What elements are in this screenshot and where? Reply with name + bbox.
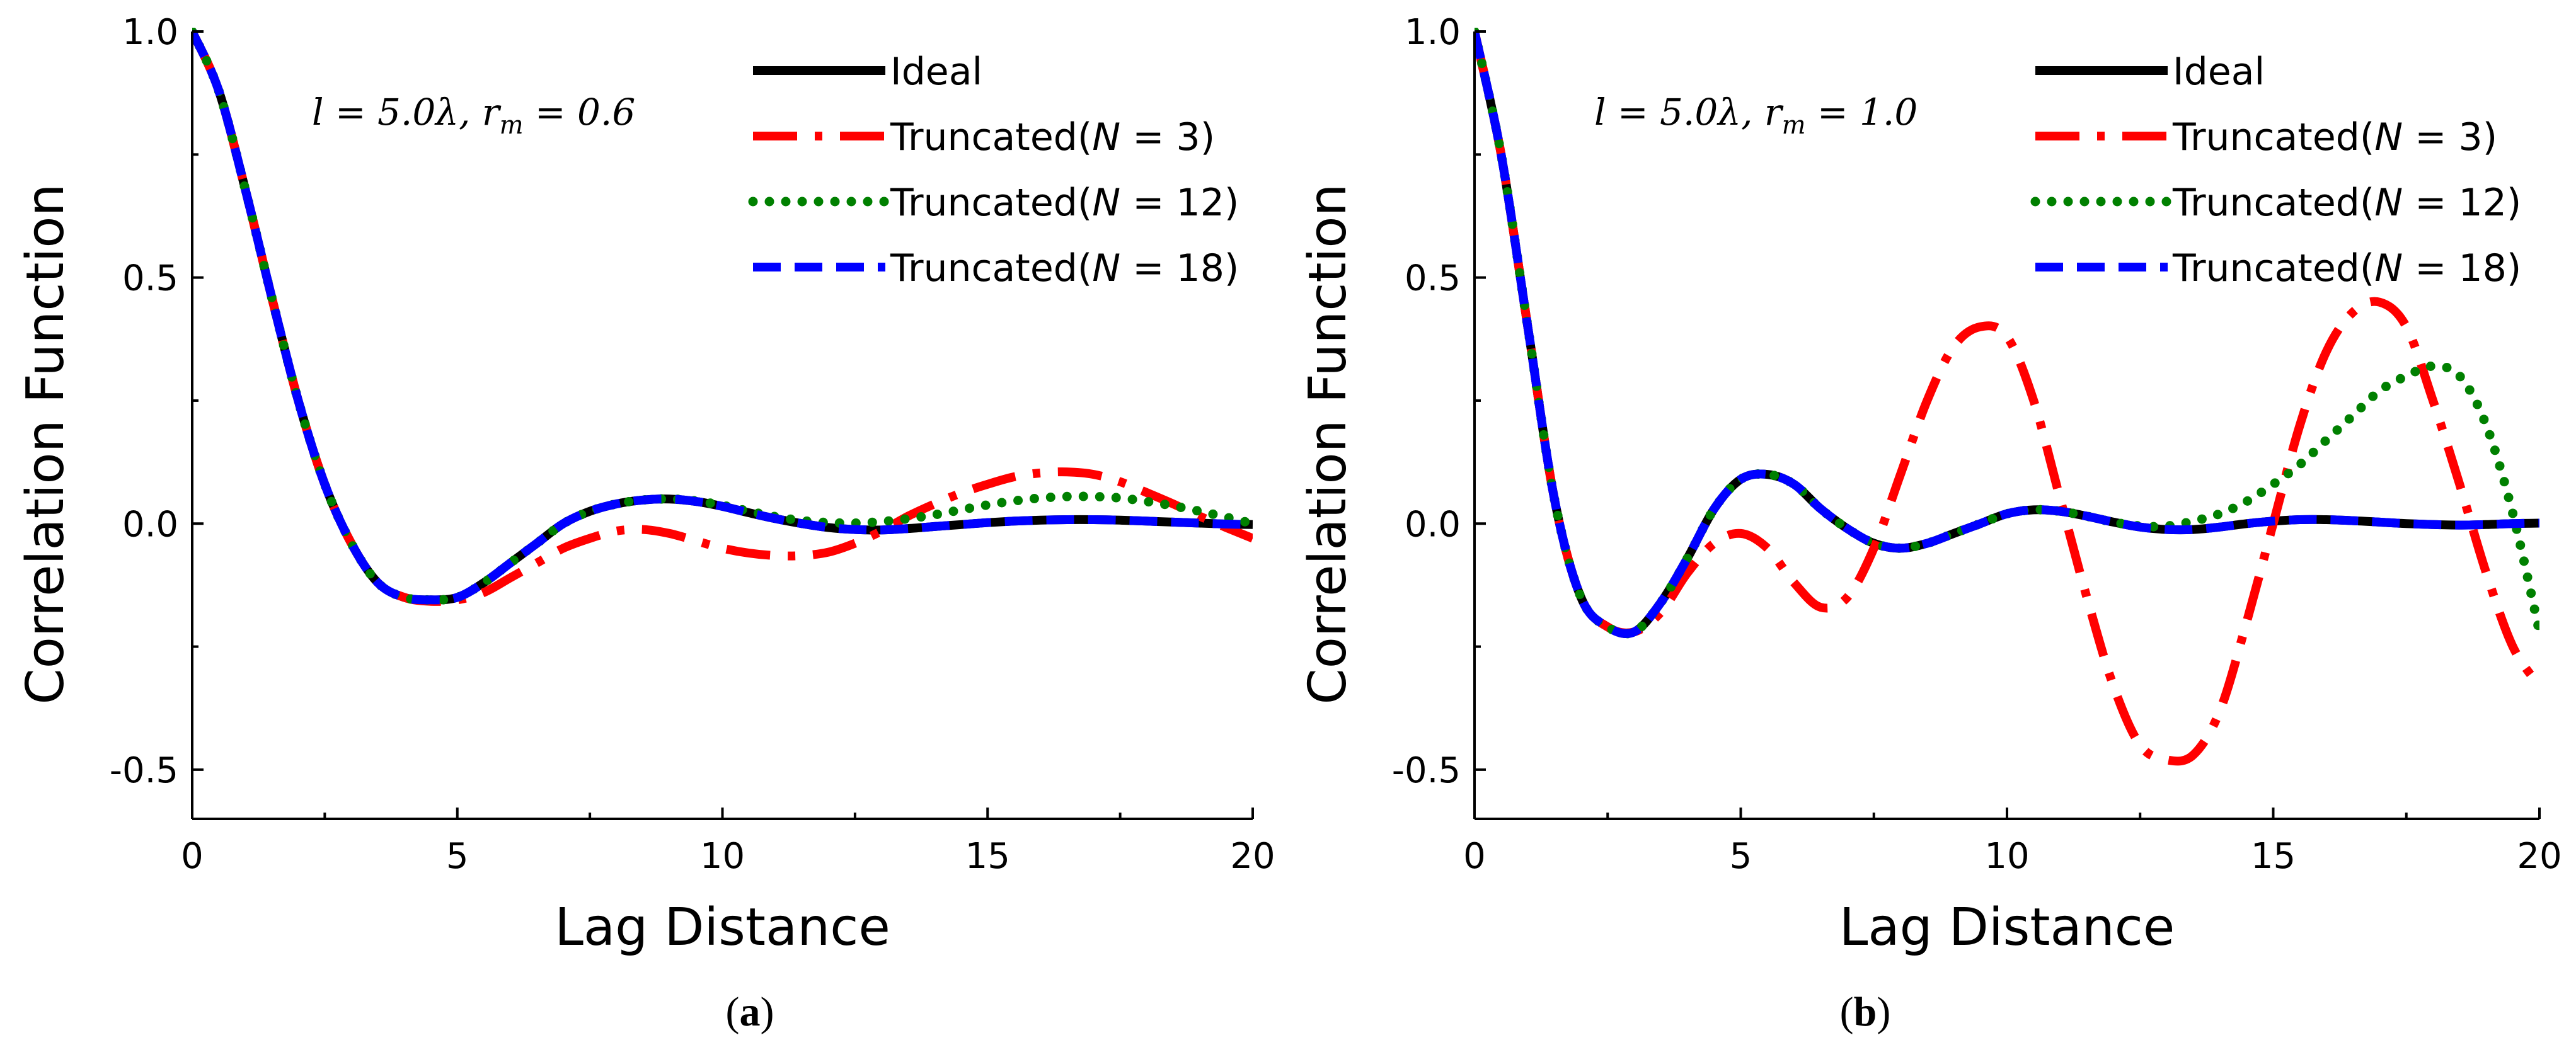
x-tick-label: 0 [1463,836,1486,877]
y-axis-title: Correlation Function [1298,183,1358,704]
legend-label: Ideal [890,50,982,94]
legend-label: Truncated(N = 12) [2172,181,2521,225]
series-line-dashed [192,30,1253,605]
legend-label: Truncated(N = 18) [2172,246,2521,290]
chart-panel-a: 0 5 10 15 20 -0.5 0.0 0.5 1.0 Lag Distance Correla… [16,12,1275,1035]
chart-panel-b: 0 5 10 15 20 -0.5 0.0 0.5 1.0 Lag Distance Correla… [1298,12,2562,1035]
y-tick-label: 1.0 [1405,12,1461,53]
y-tick-label: 1.0 [122,12,178,53]
x-tick-label: 20 [1230,836,1275,877]
x-tick-label: 10 [1984,836,2029,877]
series-group [1475,28,2539,766]
panel-caption: (b) [1840,989,1891,1035]
parameter-annotation: l = 5.0λ, rm = 0.6 [312,91,635,140]
x-tick-label: 15 [965,836,1010,877]
series-group [192,28,1253,606]
panel-caption: (a) [726,989,774,1035]
y-tick-label: 0.0 [122,504,178,545]
y-tick-label: 0.0 [1405,504,1461,545]
parameter-annotation: l = 5.0λ, rm = 1.0 [1594,91,1918,140]
legend-label: Truncated(N = 18) [890,246,1239,290]
x-tick-label: 20 [2517,836,2562,877]
y-tick-label: -0.5 [1392,750,1461,791]
y-tick-label: 0.5 [1405,258,1461,299]
x-tick-label: 5 [1730,836,1752,877]
x-tick-label: 0 [181,836,204,877]
x-axis-title: Lag Distance [1839,898,2175,957]
x-tick-label: 10 [700,836,745,877]
legend-label: Truncated(N = 3) [2172,115,2497,159]
x-tick-label: 15 [2251,836,2296,877]
x-tick-label: 5 [446,836,469,877]
y-axis-title: Correlation Function [16,183,76,704]
legend-label: Truncated(N = 3) [890,115,1215,159]
y-tick-label: -0.5 [110,750,178,791]
legend-label: Truncated(N = 12) [890,181,1239,225]
legend-label: Ideal [2173,50,2265,94]
legend: Ideal Truncated(N = 3) Truncated(N = 12) Tr… [748,50,1239,290]
legend: Ideal Truncated(N = 3) Truncated(N = 12) Tr… [2030,50,2521,290]
x-axis-title: Lag Distance [555,898,890,957]
y-tick-label: 0.5 [122,258,178,299]
series-line-dashed [1475,30,2539,638]
